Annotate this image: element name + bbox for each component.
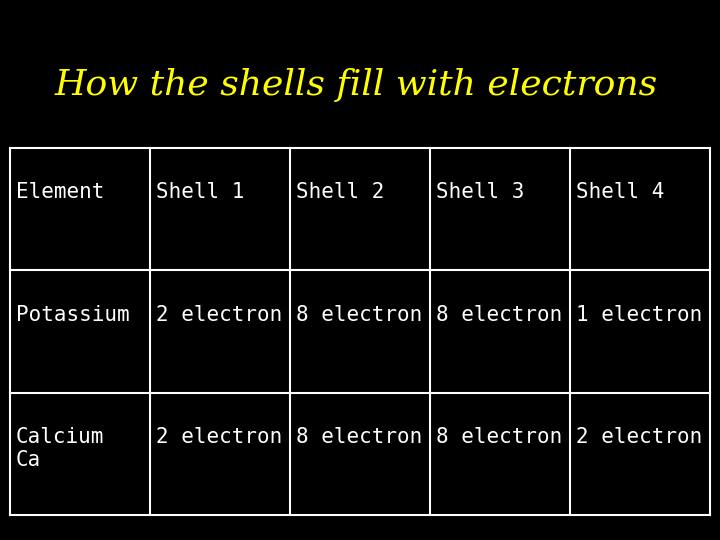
Text: Calcium
Ca: Calcium Ca — [16, 427, 104, 470]
Text: 2 electron: 2 electron — [156, 305, 282, 325]
Text: Element: Element — [16, 183, 104, 202]
Text: Shell 1: Shell 1 — [156, 183, 244, 202]
Text: 8 electron: 8 electron — [436, 305, 562, 325]
Text: 8 electron: 8 electron — [296, 427, 422, 447]
Text: 8 electron: 8 electron — [296, 305, 422, 325]
Text: 1 electron: 1 electron — [575, 305, 702, 325]
Text: Shell 4: Shell 4 — [575, 183, 664, 202]
Text: Shell 2: Shell 2 — [296, 183, 384, 202]
Text: How the shells fill with electrons: How the shells fill with electrons — [55, 68, 658, 102]
Text: Potassium: Potassium — [16, 305, 129, 325]
Text: Shell 3: Shell 3 — [436, 183, 524, 202]
Text: 2 electron: 2 electron — [575, 427, 702, 447]
Text: 8 electron: 8 electron — [436, 427, 562, 447]
Text: 2 electron: 2 electron — [156, 427, 282, 447]
